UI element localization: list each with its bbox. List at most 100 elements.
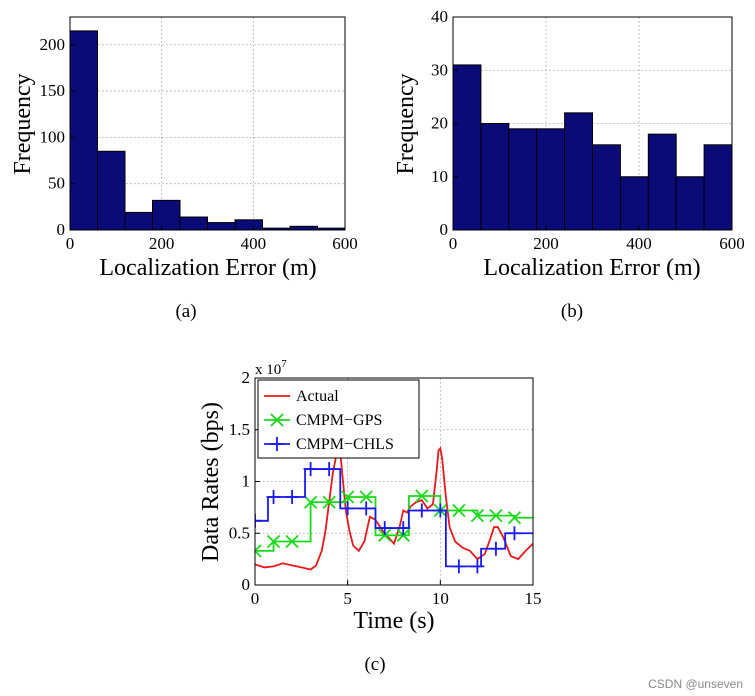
series-marker [377, 521, 392, 536]
series-marker [488, 541, 503, 556]
series-marker [433, 503, 448, 518]
x-tick-label: 400 [626, 234, 652, 253]
series-marker [341, 490, 355, 504]
series-marker [470, 559, 485, 574]
series-marker [359, 490, 373, 504]
panel-a-bars [69, 30, 346, 231]
series-marker [378, 528, 392, 542]
histogram-bar-1 [452, 64, 482, 231]
histogram-bar-2 [97, 150, 126, 231]
x-tick-label: 200 [149, 234, 175, 253]
series-marker [452, 503, 466, 518]
legend-marker-3 [270, 437, 284, 451]
panel-c-ylabel: Data Rates (bps) [198, 402, 224, 562]
x-tick-label: 400 [241, 234, 267, 253]
panel-b-xlabel: Localization Error (m) [483, 255, 700, 281]
panel-a-grid [70, 17, 345, 230]
panel-a-xlabel: Localization Error (m) [99, 255, 316, 281]
series-marker [285, 534, 299, 549]
histogram-bar-5 [179, 216, 208, 231]
panel-a-axes-box [69, 16, 346, 231]
legend-label-3: CMPM−CHLS [296, 436, 394, 453]
y-tick-label: 10 [431, 167, 448, 186]
legend-box [257, 379, 420, 459]
legend-label-1: Actual [296, 388, 339, 405]
series-marker [266, 534, 281, 549]
series-marker [507, 511, 522, 525]
histogram-bar-4 [536, 128, 566, 231]
panel-a-ticks: 0 200 400 600 0 50 100 150 200 [40, 35, 358, 253]
panel-c-exponent-power: 7 [281, 358, 287, 370]
histogram-bar-6 [207, 222, 236, 231]
panel-a-caption: (a) [175, 301, 196, 322]
panel-c-xlabel: Time (s) [353, 608, 434, 634]
histogram-bar-6 [592, 144, 621, 231]
series-marker [322, 462, 337, 477]
x-tick-label: 0 [449, 234, 458, 253]
x-tick-label: 600 [719, 234, 745, 253]
series-marker [415, 489, 429, 503]
y-tick-label: 100 [40, 127, 66, 146]
histogram-bar-4 [152, 199, 181, 231]
series-marker [266, 490, 281, 505]
panel-c-caption: (c) [364, 654, 385, 675]
histogram-bar-9 [289, 225, 318, 231]
histogram-bar-7 [234, 219, 263, 231]
series-marker [255, 544, 262, 558]
series-marker [396, 521, 411, 536]
histogram-bar-10 [703, 144, 733, 231]
histogram-bar-1 [69, 30, 98, 231]
y-tick-label: 50 [48, 174, 65, 193]
histogram-bar-3 [508, 128, 538, 231]
histogram-bar-8 [647, 133, 677, 231]
series-marker [414, 503, 429, 518]
y-tick-label: 0 [440, 220, 449, 239]
panel-c-series [255, 444, 533, 574]
y-tick-label: 200 [40, 35, 66, 54]
panel-c-line-chart: 0 5 10 15 0 0.5 1 1.5 2 x 107 Actual CMPM−GPS CMPM… [198, 358, 542, 675]
histogram-bar-3 [124, 211, 153, 231]
series-marker [451, 559, 466, 574]
histogram-bar-2 [480, 123, 510, 231]
series-marker [303, 462, 318, 477]
series-marker [470, 509, 485, 523]
y-tick-label: 40 [431, 7, 448, 26]
series-marker [255, 513, 262, 528]
legend-marker-2 [270, 413, 284, 427]
panel-a-ylabel: Frequency [10, 73, 36, 174]
x-tick-label: 10 [432, 589, 449, 608]
panel-b-caption: (b) [561, 301, 583, 322]
histogram-bar-9 [675, 176, 705, 231]
series-marker [322, 495, 336, 509]
y-tick-label: 150 [40, 81, 66, 100]
histogram-bar-7 [619, 176, 649, 231]
y-tick-label: 2 [242, 368, 251, 387]
y-tick-label: 0 [57, 220, 66, 239]
series-marker [489, 509, 503, 523]
panel-c-exponent-base: x 10 [255, 362, 281, 378]
series-line-1 [255, 444, 533, 571]
x-tick-label: 0 [251, 589, 260, 608]
series-marker [507, 526, 522, 541]
x-tick-label: 15 [525, 589, 542, 608]
series-marker [359, 501, 374, 516]
panel-a-histogram: 0 200 400 600 0 50 100 150 200 Localization Erro… [10, 16, 358, 322]
x-tick-label: 5 [343, 589, 352, 608]
x-tick-label: 0 [66, 234, 75, 253]
series-marker [303, 495, 318, 509]
y-tick-label: 0 [242, 575, 251, 594]
y-tick-label: 1 [242, 472, 251, 491]
y-tick-label: 30 [431, 60, 448, 79]
series-line-2 [255, 495, 533, 552]
panel-b-histogram: 0 200 400 600 0 10 20 30 40 Localization Error (… [393, 7, 745, 322]
histogram-bar-5 [564, 112, 593, 231]
panel-c-ticks: 0 5 10 15 0 0.5 1 1.5 2 [229, 368, 542, 608]
series-marker [396, 528, 410, 542]
watermark: CSDN @unseven [648, 677, 743, 691]
series-marker [285, 490, 300, 505]
y-tick-label: 20 [431, 114, 448, 133]
panel-c-grid [255, 378, 533, 585]
x-tick-label: 200 [533, 234, 559, 253]
series-3 [255, 462, 533, 574]
